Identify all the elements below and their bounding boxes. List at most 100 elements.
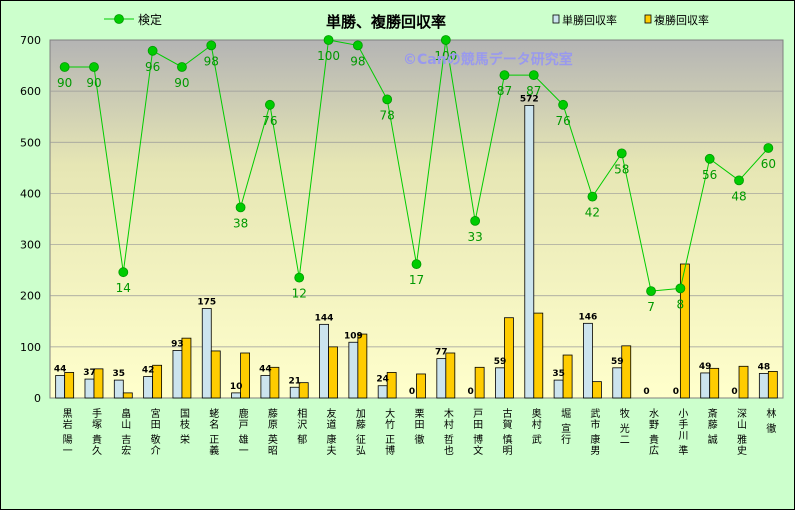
bar-fukusho — [386, 372, 397, 399]
kentei-data-label: 7 — [647, 300, 655, 314]
x-tick-label-char: 相 — [297, 407, 307, 420]
bar-fukusho — [445, 352, 456, 399]
bar-tansho — [495, 367, 505, 399]
kentei-data-label: 90 — [174, 76, 189, 90]
x-tick-label-char: 畠 — [121, 407, 131, 420]
x-tick-label-char: 大 — [385, 407, 395, 420]
kentei-data-label: 90 — [57, 76, 72, 90]
y-tick-label: 400 — [20, 187, 41, 200]
kentei-marker — [382, 94, 393, 105]
x-tick-label-char: 沢 — [297, 418, 307, 431]
bar-fukusho — [181, 337, 192, 399]
kentei-data-label: 78 — [380, 108, 395, 122]
x-tick-label-char: 古 — [502, 407, 512, 420]
legend-bar2-label: 複勝回収率 — [654, 13, 709, 27]
bar-tansho — [143, 376, 154, 399]
x-tick-label-char: 英 — [268, 433, 278, 446]
x-tick-label-char: 行 — [561, 433, 571, 446]
y-tick-label: 300 — [20, 239, 41, 252]
legend-line-label: 検定 — [138, 12, 162, 27]
x-tick-label-char: 国 — [180, 408, 190, 420]
kentei-data-label: 100 — [317, 49, 340, 63]
x-tick-label-char: 一 — [239, 446, 249, 457]
tansho-data-label: 572 — [520, 94, 539, 104]
tansho-data-label: 24 — [376, 375, 389, 385]
kentei-data-label: 33 — [467, 230, 482, 244]
x-tick-label-char: 鹿 — [239, 407, 249, 420]
y-tick-label: 100 — [20, 341, 41, 354]
kentei-data-label: 56 — [702, 168, 717, 182]
tansho-data-label: 109 — [344, 331, 363, 341]
kentei-marker — [352, 40, 363, 51]
kentei-data-label: 14 — [116, 281, 131, 295]
x-tick-label-char: 介 — [151, 445, 161, 457]
x-tick-label-char: 也 — [444, 444, 454, 457]
kentei-data-label: 60 — [761, 157, 776, 171]
bar-fukusho — [152, 364, 163, 399]
x-tick-label-char: 正 — [385, 435, 395, 446]
tansho-data-label: 42 — [142, 366, 155, 376]
bar-tansho — [612, 367, 623, 399]
bar-tansho — [289, 386, 300, 399]
kentei-marker — [118, 267, 129, 278]
bar-fukusho — [298, 382, 309, 399]
bar-tansho — [260, 375, 271, 399]
tansho-data-label: 37 — [83, 368, 96, 378]
kentei-marker — [675, 283, 686, 294]
kentei-data-label: 42 — [585, 206, 600, 220]
kentei-data-label: 87 — [526, 84, 541, 98]
x-tick-label-char: 藤 — [356, 419, 366, 431]
x-tick-label-char: 貴 — [92, 433, 102, 446]
tansho-data-label: 35 — [552, 369, 565, 379]
legend-marker-swatch — [114, 14, 124, 24]
x-tick-label-char: 宮 — [151, 407, 161, 420]
x-tick-label-char: 雅 — [737, 433, 747, 446]
kentei-marker — [147, 45, 158, 56]
x-tick-label-char: 栄 — [180, 434, 190, 446]
tansho-data-label: 93 — [171, 339, 184, 349]
x-tick-label-char: 陽 — [63, 434, 73, 446]
bar-fukusho — [592, 381, 602, 399]
watermark: ©Canの競馬データ研究室 — [403, 51, 573, 68]
x-tick-label-char: 枝 — [180, 418, 190, 431]
bar-fukusho — [240, 352, 250, 399]
line-layer — [59, 35, 774, 297]
kentei-marker — [704, 153, 715, 164]
kentei-marker — [616, 148, 627, 159]
x-tick-label-char: 明 — [502, 445, 512, 457]
tansho-data-label: 146 — [579, 312, 598, 322]
x-tick-label-char: 徹 — [766, 422, 776, 435]
x-tick-label-char: 奥 — [532, 407, 542, 420]
labels-layer: 44 37 35 42 93 175 10 44 21 144 109 24 0 77 0 59 572 35 14… — [54, 49, 776, 397]
x-tick-label-char: 村 — [444, 418, 454, 431]
kentei-marker — [411, 259, 422, 270]
x-tick-label-char: 男 — [590, 445, 600, 457]
bar-tansho — [172, 350, 183, 399]
kentei-marker — [89, 62, 99, 72]
tansho-data-label: 59 — [494, 357, 507, 367]
x-tick-label-char: 武 — [590, 407, 600, 420]
kentei-marker — [235, 202, 246, 213]
bar-tansho — [113, 379, 124, 399]
bar-tansho — [231, 392, 241, 399]
kentei-data-label: 48 — [731, 189, 746, 203]
bar-tansho — [377, 385, 388, 399]
tansho-data-label: 10 — [230, 382, 243, 392]
x-tick-label-char: 塚 — [92, 419, 102, 431]
x-tick-label-char: 木 — [444, 408, 454, 420]
kentei-data-label: 90 — [86, 76, 101, 90]
tansho-data-label: 77 — [435, 348, 448, 358]
x-tick-label-char: 戸 — [473, 408, 483, 420]
kentei-marker — [646, 286, 656, 297]
x-tick-label-char: 一 — [63, 446, 73, 457]
bar-tansho — [55, 375, 66, 399]
tansho-data-label: 59 — [611, 357, 624, 367]
kentei-marker — [59, 62, 70, 72]
x-tick-label-char: 田 — [151, 420, 161, 431]
x-tick-label-char: 義 — [209, 444, 219, 457]
bar-tansho — [583, 322, 593, 399]
x-tick-label-char: 誠 — [708, 433, 718, 446]
kentei-data-label: 12 — [292, 287, 307, 301]
x-tick-label-char: 博 — [385, 444, 395, 457]
